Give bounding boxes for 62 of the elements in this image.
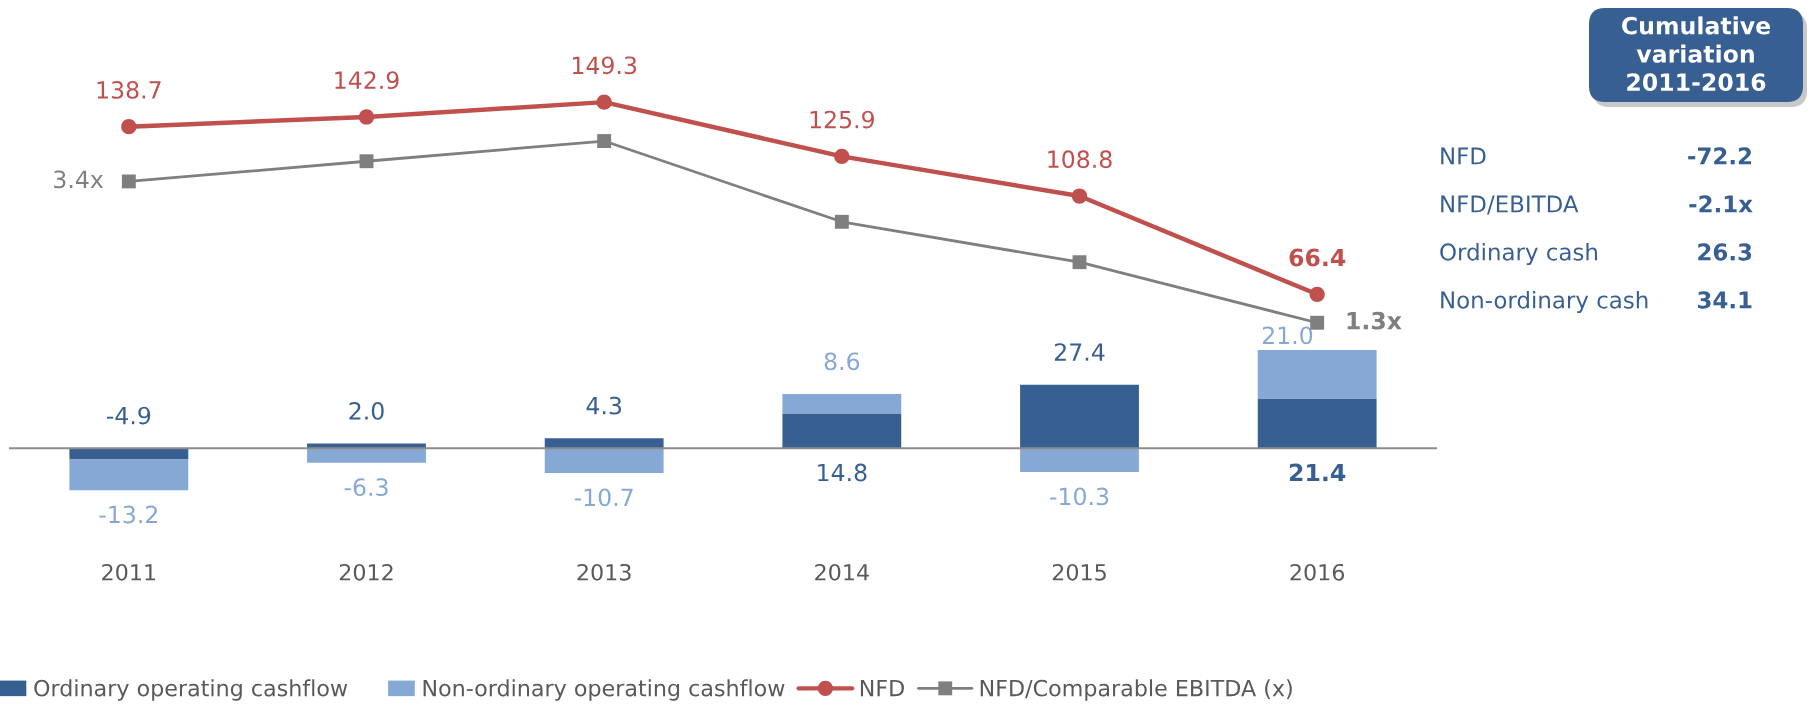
x-tick-label: 2012 (339, 563, 393, 581)
text: NFD/EBITDA (1441, 195, 1579, 215)
data-label: -4.9 (106, 406, 151, 425)
data-label: 3.4x (54, 170, 104, 189)
bar (544, 448, 664, 474)
bar (1257, 349, 1377, 399)
legend-label: NFD (860, 679, 904, 697)
point (121, 174, 136, 189)
text: NFD (1441, 147, 1486, 165)
bar (1020, 384, 1139, 449)
data-label: 125.9 (810, 110, 874, 129)
data-label: 21.4 (1289, 463, 1346, 482)
bar (1020, 448, 1139, 473)
data-label: 149.3 (572, 56, 637, 75)
bar (307, 448, 426, 463)
data-label: 8.6 (824, 352, 860, 371)
point (121, 119, 137, 135)
data-label: 138.7 (97, 80, 161, 99)
point (834, 214, 849, 229)
bar (1257, 398, 1377, 449)
data-label: -10.3 (1050, 487, 1109, 506)
x-tick-label: 2013 (577, 563, 631, 581)
point (1310, 315, 1325, 330)
x-tick-label: 2011 (102, 563, 156, 581)
data-label: -6.3 (344, 478, 388, 497)
text: -72.2 (1688, 147, 1752, 165)
bar (69, 459, 189, 491)
data-label: -13.2 (99, 505, 158, 524)
text: Non-ordinary cash (1441, 290, 1648, 314)
data-label: 1.3x (1347, 311, 1402, 330)
legend-label: Non-ordinary operating cashflow (423, 679, 785, 701)
point (358, 109, 375, 125)
point (1309, 286, 1325, 302)
bar (782, 393, 902, 414)
bar (69, 448, 189, 460)
point (1071, 188, 1088, 204)
x-tick-label: 2014 (815, 563, 869, 581)
data-label: 21.0 (1262, 326, 1313, 345)
point (1072, 255, 1087, 270)
data-label: -10.7 (574, 488, 633, 507)
text: 34.1 (1697, 291, 1752, 309)
text: Cumulative variation 2011-2016 (1622, 16, 1771, 92)
data-label: 108.8 (1048, 150, 1112, 169)
x-tick-label: 2015 (1052, 563, 1106, 581)
point (359, 154, 374, 169)
data-label: 14.8 (818, 463, 867, 482)
point (596, 94, 612, 110)
text: Ordinary cash (1440, 242, 1597, 266)
legend-label: NFD/Comparable EBITDA (x) (980, 679, 1292, 701)
point (597, 134, 612, 148)
legend-label: Ordinary operating cashflow (34, 679, 348, 701)
text: 26.3 (1698, 243, 1752, 261)
data-label: 2.0 (349, 402, 384, 420)
data-label: 66.4 (1289, 248, 1346, 267)
data-label: 142.9 (335, 71, 399, 90)
point (834, 148, 850, 165)
bar (782, 413, 902, 449)
data-label: 4.3 (586, 396, 622, 415)
text: -2.1x (1689, 195, 1753, 213)
data-label: 27.4 (1054, 343, 1105, 361)
x-tick-label: 2016 (1290, 563, 1345, 581)
bar (544, 438, 664, 449)
